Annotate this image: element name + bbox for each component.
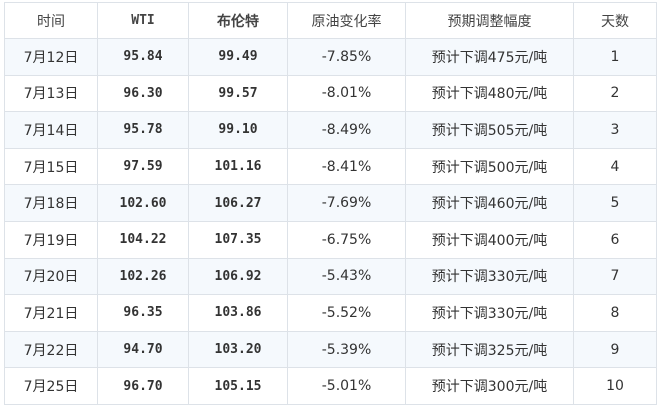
- wti-cell: 96.30: [97, 74, 189, 113]
- table-row: 7月18日 102.60 106.27 -7.69% 预计下调460元/吨 5: [4, 184, 657, 222]
- days-cell: 10: [573, 367, 657, 405]
- table-row: 7月25日 96.70 105.15 -5.01% 预计下调300元/吨 10: [4, 367, 657, 405]
- wti-cell: 97.59: [97, 147, 189, 186]
- change-rate-cell: -5.52%: [287, 294, 406, 332]
- days-cell: 7: [573, 257, 657, 296]
- adjustment-cell: 预计下调460元/吨: [405, 184, 574, 222]
- adjustment-cell: 预计下调500元/吨: [405, 147, 574, 186]
- date-cell: 7月14日: [4, 111, 98, 149]
- change-rate-cell: -6.75%: [287, 220, 406, 259]
- header-wti: WTI: [97, 2, 189, 39]
- header-expected-adjustment: 预期调整幅度: [405, 2, 574, 39]
- header-row: 时间 WTI 布伦特 原油变化率 预期调整幅度 天数: [4, 2, 657, 39]
- brent-cell: 105.15: [188, 367, 288, 405]
- days-cell: 4: [573, 147, 657, 186]
- date-cell: 7月13日: [4, 74, 98, 113]
- table-row: 7月13日 96.30 99.57 -8.01% 预计下调480元/吨 2: [4, 74, 657, 113]
- change-rate-cell: -5.01%: [287, 367, 406, 405]
- date-cell: 7月15日: [4, 147, 98, 186]
- change-rate-cell: -8.41%: [287, 147, 406, 186]
- date-cell: 7月20日: [4, 257, 98, 296]
- header-brent: 布伦特: [188, 2, 288, 39]
- wti-cell: 95.78: [97, 111, 189, 149]
- oil-price-table: 时间 WTI 布伦特 原油变化率 预期调整幅度 天数 7月12日 95.84 99.…: [4, 2, 657, 405]
- change-rate-cell: -7.69%: [287, 184, 406, 222]
- table-row: 7月14日 95.78 99.10 -8.49% 预计下调505元/吨 3: [4, 111, 657, 149]
- header-date: 时间: [4, 2, 98, 39]
- adjustment-cell: 预计下调400元/吨: [405, 220, 574, 259]
- wti-cell: 96.70: [97, 367, 189, 405]
- date-cell: 7月25日: [4, 367, 98, 405]
- change-rate-cell: -7.85%: [287, 38, 406, 76]
- change-rate-cell: -5.39%: [287, 330, 406, 369]
- date-cell: 7月19日: [4, 220, 98, 259]
- adjustment-cell: 预计下调325元/吨: [405, 330, 574, 369]
- date-cell: 7月21日: [4, 294, 98, 332]
- date-cell: 7月12日: [4, 38, 98, 76]
- brent-cell: 106.92: [188, 257, 288, 296]
- date-cell: 7月18日: [4, 184, 98, 222]
- table-row: 7月22日 94.70 103.20 -5.39% 预计下调325元/吨 9: [4, 330, 657, 369]
- change-rate-cell: -5.43%: [287, 257, 406, 296]
- header-days: 天数: [573, 2, 657, 39]
- adjustment-cell: 预计下调330元/吨: [405, 257, 574, 296]
- table-row: 7月15日 97.59 101.16 -8.41% 预计下调500元/吨 4: [4, 147, 657, 186]
- days-cell: 5: [573, 184, 657, 222]
- wti-cell: 95.84: [97, 38, 189, 76]
- brent-cell: 106.27: [188, 184, 288, 222]
- wti-cell: 104.22: [97, 220, 189, 259]
- table-row: 7月19日 104.22 107.35 -6.75% 预计下调400元/吨 6: [4, 220, 657, 259]
- brent-cell: 99.57: [188, 74, 288, 113]
- days-cell: 9: [573, 330, 657, 369]
- brent-cell: 103.20: [188, 330, 288, 369]
- table-row: 7月20日 102.26 106.92 -5.43% 预计下调330元/吨 7: [4, 257, 657, 296]
- adjustment-cell: 预计下调300元/吨: [405, 367, 574, 405]
- brent-cell: 103.86: [188, 294, 288, 332]
- adjustment-cell: 预计下调475元/吨: [405, 38, 574, 76]
- table-row: 7月21日 96.35 103.86 -5.52% 预计下调330元/吨 8: [4, 294, 657, 332]
- brent-cell: 99.10: [188, 111, 288, 149]
- table-row: 7月12日 95.84 99.49 -7.85% 预计下调475元/吨 1: [4, 38, 657, 76]
- change-rate-cell: -8.49%: [287, 111, 406, 149]
- brent-cell: 99.49: [188, 38, 288, 76]
- days-cell: 2: [573, 74, 657, 113]
- adjustment-cell: 预计下调480元/吨: [405, 74, 574, 113]
- days-cell: 6: [573, 220, 657, 259]
- wti-cell: 102.60: [97, 184, 189, 222]
- adjustment-cell: 预计下调330元/吨: [405, 294, 574, 332]
- days-cell: 3: [573, 111, 657, 149]
- brent-cell: 107.35: [188, 220, 288, 259]
- days-cell: 8: [573, 294, 657, 332]
- brent-cell: 101.16: [188, 147, 288, 186]
- header-change-rate: 原油变化率: [287, 2, 406, 39]
- wti-cell: 94.70: [97, 330, 189, 369]
- adjustment-cell: 预计下调505元/吨: [405, 111, 574, 149]
- days-cell: 1: [573, 38, 657, 76]
- wti-cell: 96.35: [97, 294, 189, 332]
- date-cell: 7月22日: [4, 330, 98, 369]
- wti-cell: 102.26: [97, 257, 189, 296]
- change-rate-cell: -8.01%: [287, 74, 406, 113]
